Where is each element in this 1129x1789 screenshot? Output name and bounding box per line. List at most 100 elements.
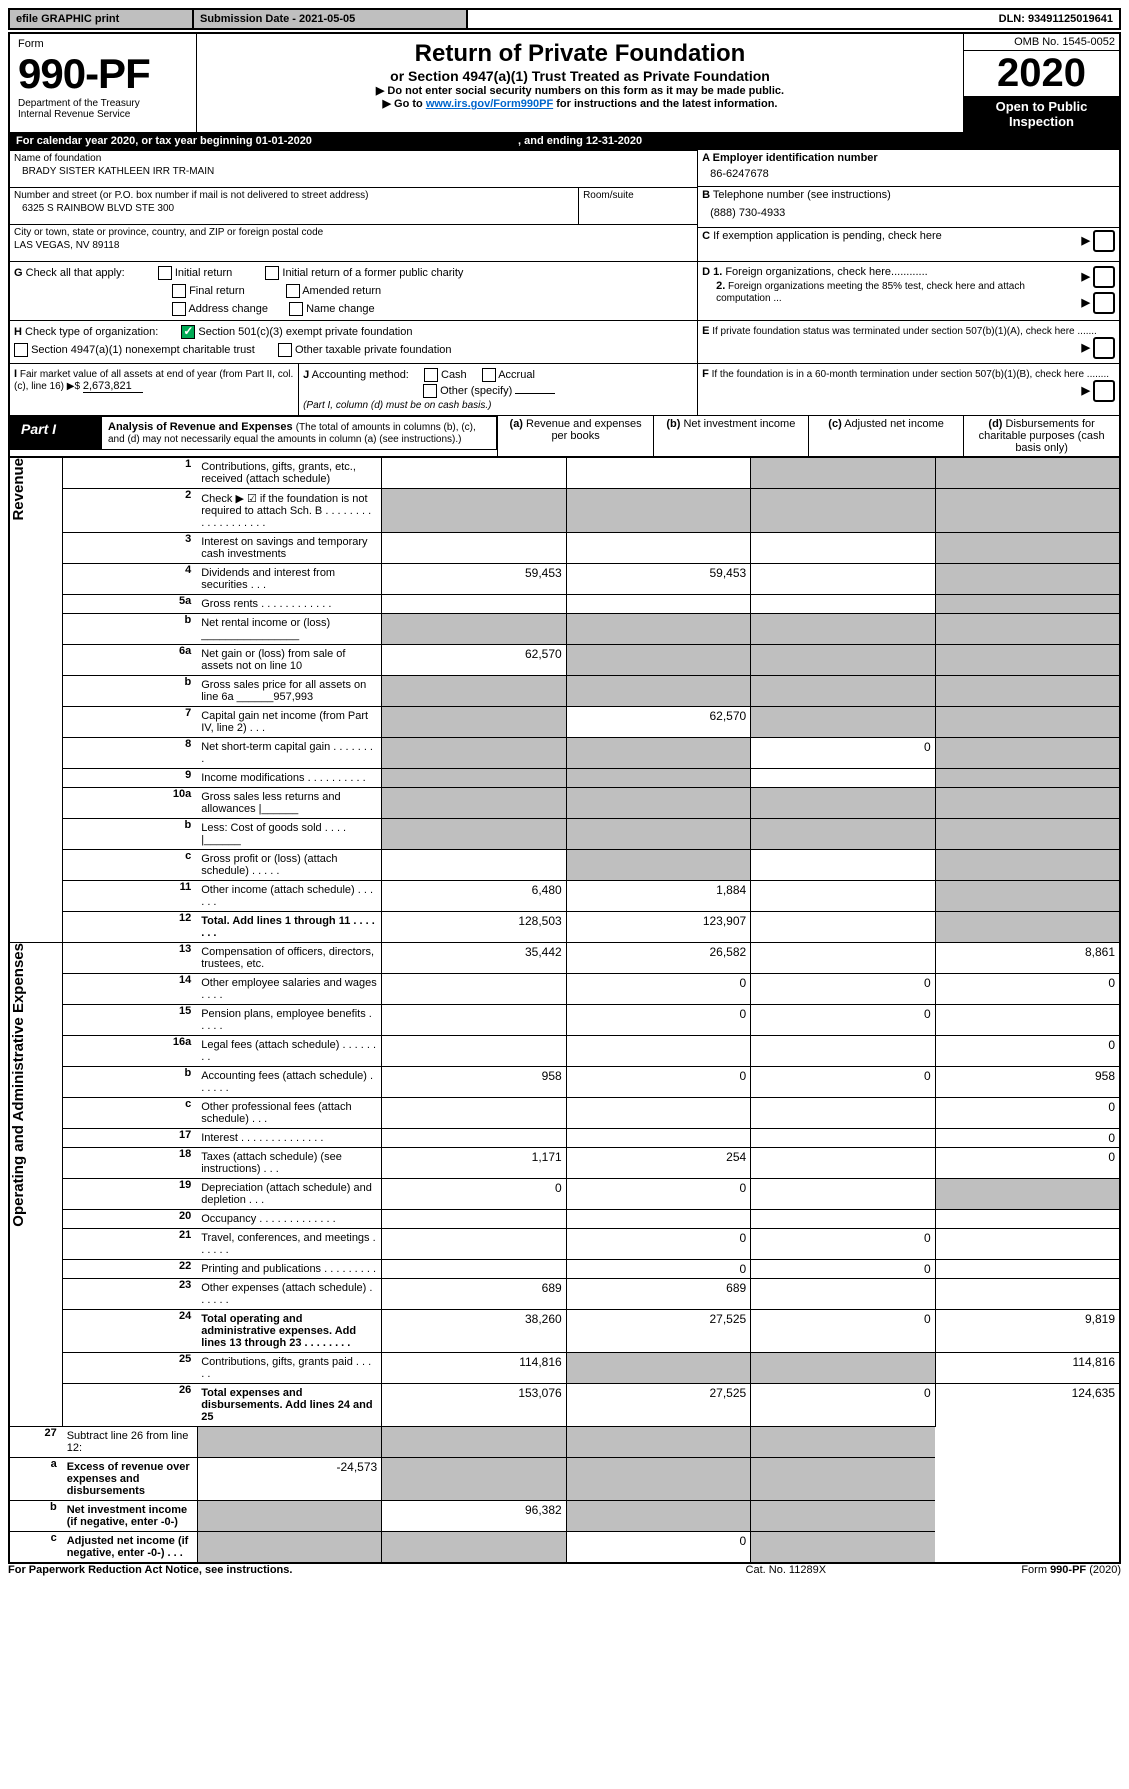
table-row: 2Check ▶ ☑ if the foundation is not requ…: [10, 489, 1119, 533]
e-checkbox[interactable]: [1093, 337, 1115, 359]
form-title: Return of Private Foundation: [207, 40, 953, 68]
table-row: Operating and Administrative Expenses13C…: [10, 943, 1119, 974]
form-label: Form: [18, 38, 188, 50]
table-row: 21Travel, conferences, and meetings . . …: [10, 1229, 1119, 1260]
form-subtitle: or Section 4947(a)(1) Trust Treated as P…: [207, 68, 953, 84]
addr: 6325 S RAINBOW BLVD STE 300: [14, 201, 574, 222]
i-text: Fair market value of all assets at end o…: [14, 369, 293, 392]
d2-checkbox[interactable]: [1093, 292, 1115, 314]
col-c: Adjusted net income: [844, 418, 944, 430]
table-row: Revenue1Contributions, gifts, grants, et…: [10, 458, 1119, 489]
dept-treasury: Department of the Treasury: [18, 98, 188, 109]
chk-501c3[interactable]: ✓: [181, 325, 195, 339]
table-row: 17Interest . . . . . . . . . . . . . .0: [10, 1129, 1119, 1148]
form-note1: ▶ Do not enter social security numbers o…: [207, 84, 953, 97]
d1: Foreign organizations, check here.......…: [722, 266, 927, 278]
table-row: 8Net short-term capital gain . . . . . .…: [10, 738, 1119, 769]
table-row: bAccounting fees (attach schedule) . . .…: [10, 1067, 1119, 1098]
chk-name-change[interactable]: [289, 302, 303, 316]
chk-other-taxable[interactable]: [278, 343, 292, 357]
instructions-link[interactable]: www.irs.gov/Form990PF: [426, 98, 553, 110]
table-row: 24Total operating and administrative exp…: [10, 1310, 1119, 1353]
chk-address-change[interactable]: [172, 302, 186, 316]
ein: 86-6247678: [702, 164, 1115, 184]
addr-label: Number and street (or P.O. box number if…: [14, 190, 574, 201]
d1-checkbox[interactable]: [1093, 266, 1115, 288]
chk-final[interactable]: [172, 284, 186, 298]
part1-title: Analysis of Revenue and Expenses: [108, 421, 296, 433]
form-note2: ▶ Go to www.irs.gov/Form990PF for instru…: [207, 97, 953, 110]
table-row: cAdjusted net income (if negative, enter…: [10, 1532, 1119, 1563]
f-text: If the foundation is in a 60-month termi…: [709, 369, 1109, 380]
table-row: 22Printing and publications . . . . . . …: [10, 1260, 1119, 1279]
table-row: 7Capital gain net income (from Part IV, …: [10, 707, 1119, 738]
phone: (888) 730-4933: [702, 201, 1115, 225]
omb-no: OMB No. 1545-0052: [964, 34, 1119, 51]
f-checkbox[interactable]: [1093, 380, 1115, 402]
table-row: cGross profit or (loss) (attach schedule…: [10, 850, 1119, 881]
part1-table: Revenue1Contributions, gifts, grants, et…: [10, 457, 1119, 1562]
table-row: 15Pension plans, employee benefits . . .…: [10, 1005, 1119, 1036]
table-row: 3Interest on savings and temporary cash …: [10, 533, 1119, 564]
i-val: 2,673,821: [83, 380, 143, 393]
table-row: 23Other expenses (attach schedule) . . .…: [10, 1279, 1119, 1310]
table-row: 11Other income (attach schedule) . . . .…: [10, 881, 1119, 912]
table-row: 10aGross sales less returns and allowanc…: [10, 788, 1119, 819]
table-row: 14Other employee salaries and wages . . …: [10, 974, 1119, 1005]
footer-right: Form 990-PF (2020): [882, 1564, 1121, 1576]
table-row: cOther professional fees (attach schedul…: [10, 1098, 1119, 1129]
name-label: Name of foundation: [14, 153, 693, 164]
table-row: 9Income modifications . . . . . . . . . …: [10, 769, 1119, 788]
h-label: Check type of organization:: [22, 326, 158, 338]
table-row: 16aLegal fees (attach schedule) . . . . …: [10, 1036, 1119, 1067]
chk-accrual[interactable]: [482, 368, 496, 382]
j-note: (Part I, column (d) must be on cash basi…: [303, 400, 693, 411]
table-row: 19Depreciation (attach schedule) and dep…: [10, 1179, 1119, 1210]
chk-amended[interactable]: [286, 284, 300, 298]
table-row: 12Total. Add lines 1 through 11 . . . . …: [10, 912, 1119, 943]
dept-irs: Internal Revenue Service: [18, 109, 188, 120]
room-label: Room/suite: [583, 190, 634, 201]
open-public: Open to Public Inspection: [964, 96, 1119, 132]
table-row: bNet investment income (if negative, ent…: [10, 1501, 1119, 1532]
city-label: City or town, state or province, country…: [14, 227, 693, 238]
phone-label: Telephone number (see instructions): [710, 189, 891, 201]
d2: Foreign organizations meeting the 85% te…: [716, 281, 1025, 304]
ein-label: A Employer identification number: [702, 152, 1115, 164]
chk-other-method[interactable]: [423, 384, 437, 398]
foundation-name: BRADY SISTER KATHLEEN IRR TR-MAIN: [14, 164, 693, 185]
table-row: bNet rental income or (loss) ___________…: [10, 614, 1119, 645]
chk-initial-return[interactable]: [158, 266, 172, 280]
chk-4947[interactable]: [14, 343, 28, 357]
form-number: 990-PF: [18, 50, 188, 98]
col-b: Net investment income: [683, 418, 795, 430]
g-label: Check all that apply:: [23, 267, 125, 279]
part1-label: Part I: [11, 417, 102, 450]
submission-date: Submission Date - 2021-05-05: [193, 9, 467, 29]
e-text: If private foundation status was termina…: [709, 326, 1096, 337]
dln: DLN: 93491125019641: [887, 9, 1120, 29]
table-row: 27Subtract line 26 from line 12:: [10, 1427, 1119, 1458]
table-row: 6aNet gain or (loss) from sale of assets…: [10, 645, 1119, 676]
form-frame: Form 990-PF Department of the Treasury I…: [8, 32, 1121, 1564]
c-label: If exemption application is pending, che…: [710, 230, 942, 242]
c-checkbox[interactable]: [1093, 230, 1115, 252]
table-row: 5aGross rents . . . . . . . . . . . .: [10, 595, 1119, 614]
chk-cash[interactable]: [424, 368, 438, 382]
footer-mid: Cat. No. 11289X: [689, 1564, 882, 1576]
table-row: 26Total expenses and disbursements. Add …: [10, 1384, 1119, 1427]
table-row: 18Taxes (attach schedule) (see instructi…: [10, 1148, 1119, 1179]
table-row: bGross sales price for all assets on lin…: [10, 676, 1119, 707]
footer-left: For Paperwork Reduction Act Notice, see …: [8, 1564, 689, 1576]
table-row: bLess: Cost of goods sold . . . . |_____…: [10, 819, 1119, 850]
j-text: Accounting method:: [309, 369, 409, 381]
efile-btn[interactable]: efile GRAPHIC print: [9, 9, 193, 29]
table-row: 4Dividends and interest from securities …: [10, 564, 1119, 595]
city: LAS VEGAS, NV 89118: [14, 238, 693, 259]
top-bar: efile GRAPHIC print Submission Date - 20…: [8, 8, 1121, 30]
table-row: 25Contributions, gifts, grants paid . . …: [10, 1353, 1119, 1384]
table-row: aExcess of revenue over expenses and dis…: [10, 1458, 1119, 1501]
tax-year: 2020: [964, 51, 1119, 96]
col-a: Revenue and expenses per books: [526, 418, 642, 442]
chk-initial-public[interactable]: [265, 266, 279, 280]
